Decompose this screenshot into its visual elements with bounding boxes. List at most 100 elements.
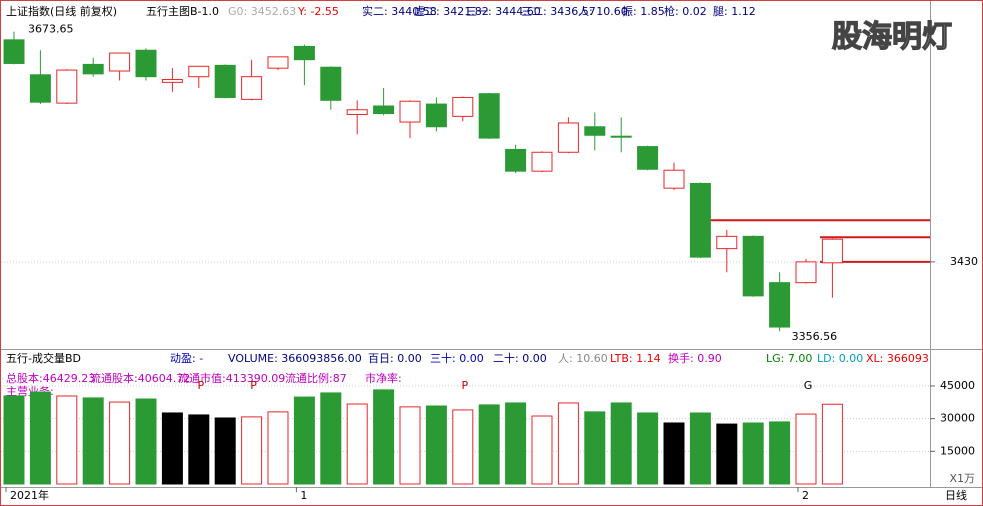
candle-body: [452, 96, 474, 117]
indicator: VOLUME: 366093856.00: [228, 352, 362, 365]
volume-bar: [399, 406, 421, 485]
info-text: 市净率:: [365, 371, 402, 385]
candle-body: [346, 109, 368, 115]
volume-bar: [82, 397, 104, 485]
candle-body: [267, 56, 289, 69]
candle-body: [188, 65, 210, 78]
marker: G: [804, 379, 813, 392]
volume-bar: [56, 395, 78, 485]
info-text: 总股本:46429.23: [6, 371, 95, 385]
candle-body: [557, 122, 579, 153]
candle-body: [135, 49, 157, 78]
candle-body: [478, 93, 500, 139]
indicator: XL: 366093: [866, 352, 929, 365]
volume-bar: [716, 423, 738, 485]
marker: P: [197, 379, 204, 392]
indicator: 振: 1.85: [622, 4, 665, 18]
candle-body: [241, 76, 263, 100]
candle-body: [716, 235, 738, 250]
volume-bar: [795, 413, 817, 485]
candle-body: [214, 64, 236, 98]
candle-body: [320, 66, 342, 101]
volume-bar: [241, 416, 263, 485]
chart-title: 上证指数(日线 前复权): [6, 4, 117, 18]
candle-body: [663, 169, 685, 189]
candle-body: [293, 45, 315, 61]
indicator: 五行主图B-1.0: [146, 5, 219, 18]
y-tick-label: 15000: [940, 444, 975, 457]
unit-label: X1万: [949, 472, 975, 485]
marker: P: [461, 379, 468, 392]
indicator: Y: -2.55: [297, 5, 339, 18]
volume-bar: [769, 421, 791, 485]
volume-bar: [742, 422, 764, 485]
candle-body: [821, 238, 843, 264]
info-text: 流通比例:87: [285, 371, 347, 385]
candle-body: [109, 52, 131, 72]
indicator: 人: 10.60: [558, 352, 608, 365]
volume-bar: [135, 398, 157, 485]
volume-bar: [320, 392, 342, 485]
y-tick-label: 3430: [950, 255, 978, 268]
candle-body: [769, 282, 791, 328]
candle-body: [56, 69, 78, 104]
indicator: 动盈: -: [170, 352, 203, 365]
candle-body: [425, 103, 447, 128]
candle-body: [82, 63, 104, 75]
volume-bar: [29, 391, 51, 485]
candle-body: [637, 146, 659, 170]
indicator: 百日: 0.00: [368, 352, 422, 365]
candle-body: [29, 74, 51, 103]
volume-bar: [3, 395, 25, 485]
indicator: 三十: 0.00: [430, 351, 484, 365]
y-tick-label: 30000: [940, 412, 975, 425]
volume-bar: [293, 396, 315, 485]
volume-bar: [109, 401, 131, 485]
info-text: 流通股本:40604.72: [90, 371, 190, 385]
indicator: 虚二: 3421.82: [414, 5, 489, 18]
volume-bar: [188, 414, 210, 485]
volume-bar: [161, 412, 183, 485]
period-label: 日线: [945, 488, 967, 502]
x-tick-label: 2021年: [10, 488, 49, 502]
candle-body: [161, 79, 183, 83]
candle-body: [742, 235, 764, 297]
volume-bar: [478, 404, 500, 485]
y-tick-label: 45000: [940, 379, 975, 392]
x-tick-label: 1: [300, 489, 307, 502]
volume-bar: [557, 402, 579, 485]
volume-bar: [610, 402, 632, 485]
indicator: G0: 3452.63: [228, 5, 296, 18]
candle-body: [610, 135, 632, 138]
candle-body: [689, 182, 711, 258]
indicator: 二十: 0.00: [493, 351, 547, 365]
indicator: LTB: 1.14: [610, 352, 661, 365]
volume-bar: [346, 403, 368, 485]
indicator: 三一: 3444.60: [466, 5, 541, 18]
indicator: 人: 10.60: [578, 5, 628, 18]
candle-body: [505, 148, 527, 172]
candle-body: [795, 261, 817, 284]
volume-bar: [663, 422, 685, 485]
volume-bar: [452, 409, 474, 485]
high-annotation: 3673.65: [28, 23, 74, 36]
indicator: 腿: 1.12: [713, 5, 756, 18]
volume-bar: [214, 417, 236, 485]
indicator: LG: 7.00: [766, 352, 812, 365]
candle-body: [399, 100, 421, 123]
volume-title: 五行-成交量BD: [6, 351, 81, 365]
low-annotation: 3356.56: [792, 330, 838, 343]
indicator: 换手: 0.90: [668, 351, 722, 365]
volume-bar: [267, 411, 289, 485]
info-text: 流通市值:413390.09: [178, 371, 285, 385]
volume-bar: [531, 415, 553, 485]
indicator: LD: 0.00: [817, 352, 863, 365]
candle-body: [3, 39, 25, 64]
watermark: 股海明灯: [832, 20, 952, 55]
volume-bar: [505, 402, 527, 485]
x-tick-label: 2: [802, 489, 809, 502]
indicator: 实二: 3440.58: [362, 4, 437, 18]
volume-bar: [821, 403, 843, 485]
candle-body: [373, 105, 395, 115]
